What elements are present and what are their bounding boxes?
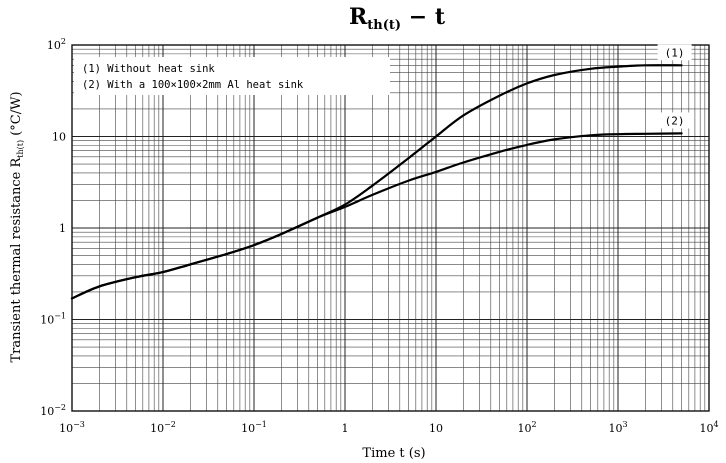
y-tick-label: 1 — [59, 222, 66, 235]
x-tick-label-base: 10 — [241, 422, 255, 435]
x-tick-label-exponent: 2 — [531, 420, 536, 429]
chart-title-subscript: th(t) — [367, 18, 401, 33]
x-tick-label-exponent: 3 — [622, 420, 627, 429]
x-tick-labels: 10−3 10−2 10−1 1 10 102 103 104 — [59, 420, 718, 435]
legend-background — [74, 57, 390, 95]
x-tick-label-base: 10 — [608, 422, 622, 435]
y-tick-label-base: 10 — [40, 405, 54, 418]
x-tick-label: 10−3 — [59, 420, 85, 435]
plot-frame — [71, 44, 710, 412]
y-axis-label-main: Transient thermal resistance R — [9, 157, 24, 363]
legend: (1) Without heat sink (2) With a 100×100… — [74, 57, 390, 95]
chart-title: Rth(t) − t — [349, 4, 446, 33]
chart-title-main: R — [349, 4, 368, 30]
x-tick-label: 102 — [517, 420, 536, 435]
y-axis-label-subscript: th(t) — [16, 140, 25, 158]
y-tick-label: 10 — [52, 131, 66, 144]
series-label-background-2 — [657, 112, 692, 129]
x-tick-label: 103 — [608, 420, 627, 435]
y-tick-label-base: 10 — [47, 39, 61, 52]
series-label-background-1 — [657, 44, 692, 61]
x-tick-label-base: 10 — [699, 422, 713, 435]
x-tick-label: 10−2 — [150, 420, 176, 435]
svg-text:Rth(t) − t: Rth(t) − t — [349, 4, 446, 33]
x-axis-label: Time t (s) — [362, 446, 425, 461]
series-label-2: (2) — [665, 114, 685, 127]
y-tick-label: 10−1 — [40, 312, 66, 327]
x-tick-label-exponent: 4 — [713, 420, 718, 429]
x-tick-label-exponent: −2 — [164, 420, 176, 429]
y-tick-label-base: 10 — [52, 131, 66, 144]
y-axis-label-unit: (°C/W) — [9, 91, 24, 139]
x-tick-label-base: 10 — [150, 422, 164, 435]
x-tick-label-base: 10 — [517, 422, 531, 435]
y-tick-label-exponent: 2 — [61, 37, 66, 46]
x-tick-label-exponent: −1 — [255, 420, 267, 429]
series-lines — [70, 64, 683, 300]
x-tick-label-exponent: −3 — [73, 420, 85, 429]
legend-entry-2: (2) With a 100×100×2mm Al heat sink — [82, 79, 304, 91]
y-axis-label: Transient thermal resistance Rth(t) (°C/… — [9, 91, 25, 362]
x-tick-label-base: 10 — [429, 422, 443, 435]
legend-entry-1: (1) Without heat sink — [82, 63, 215, 75]
x-tick-label-base: 10 — [59, 422, 73, 435]
y-tick-label: 10−2 — [40, 403, 66, 418]
chart-title-suffix: − t — [401, 4, 446, 30]
y-tick-label-exponent: −2 — [54, 403, 66, 412]
y-tick-label-base: 1 — [59, 222, 66, 235]
y-tick-label-exponent: −1 — [54, 312, 66, 321]
x-tick-label: 104 — [699, 420, 718, 435]
x-tick-label: 1 — [342, 422, 349, 435]
series-labels: (1) (2) — [657, 44, 692, 129]
series-line-2 — [70, 132, 683, 300]
y-tick-label-base: 10 — [40, 314, 54, 327]
y-tick-label: 102 — [47, 37, 66, 52]
x-tick-label-base: 1 — [342, 422, 349, 435]
x-tick-label: 10 — [429, 422, 443, 435]
series-label-1: (1) — [665, 46, 685, 59]
x-tick-label: 10−1 — [241, 420, 267, 435]
